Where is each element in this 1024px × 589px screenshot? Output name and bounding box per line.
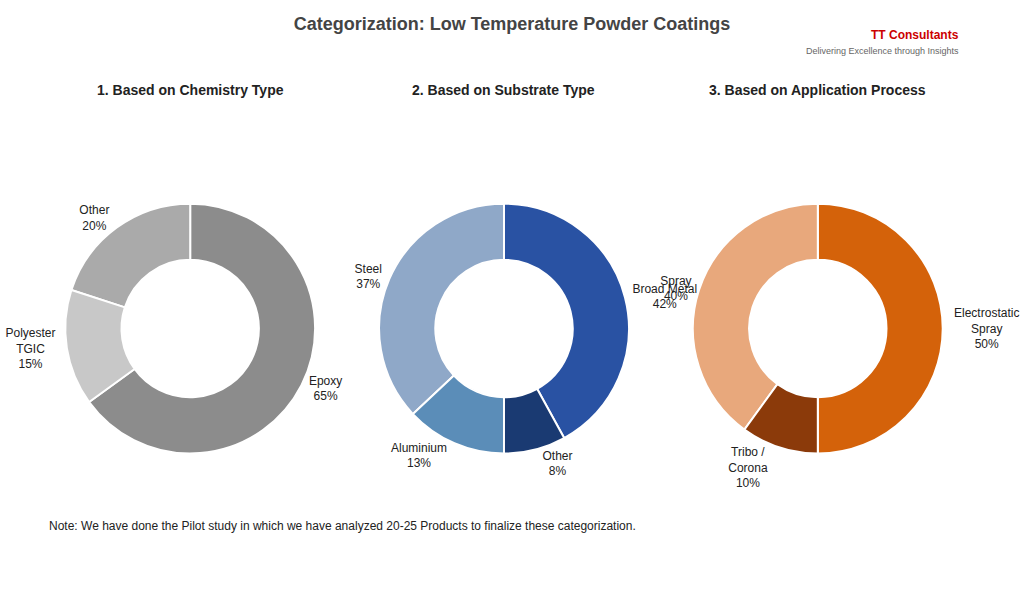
svg-text:Tribo /Corona10%: Tribo /Corona10% bbox=[728, 445, 768, 490]
svg-text:Other8%: Other8% bbox=[542, 449, 572, 479]
svg-text:Note: We have done the Pilot s: Note: We have done the Pilot study in wh… bbox=[49, 519, 636, 533]
svg-text:Delivering Excellence through: Delivering Excellence through Insights bbox=[806, 46, 959, 56]
svg-text:2. Based on Substrate Type: 2. Based on Substrate Type bbox=[412, 82, 595, 98]
svg-text:Broad Metal42%: Broad Metal42% bbox=[632, 282, 697, 312]
svg-text:Steel37%: Steel37% bbox=[355, 262, 382, 292]
svg-text:Other20%: Other20% bbox=[79, 203, 109, 233]
svg-text:Spray40%: Spray40% bbox=[660, 274, 691, 304]
svg-text:3. Based on Application Proces: 3. Based on Application Process bbox=[709, 82, 926, 98]
svg-text:Aluminium13%: Aluminium13% bbox=[391, 441, 447, 471]
svg-text:1. Based on Chemistry Type: 1. Based on Chemistry Type bbox=[97, 82, 284, 98]
svg-text:Epoxy65%: Epoxy65% bbox=[309, 374, 342, 404]
svg-text:TT Consultants: TT Consultants bbox=[871, 28, 959, 42]
svg-text:Categorization: Low Temperatur: Categorization: Low Temperature Powder C… bbox=[294, 14, 731, 34]
svg-text:PolyesterTGIC15%: PolyesterTGIC15% bbox=[5, 326, 55, 371]
svg-text:ElectrostaticSpray50%: ElectrostaticSpray50% bbox=[954, 306, 1019, 351]
